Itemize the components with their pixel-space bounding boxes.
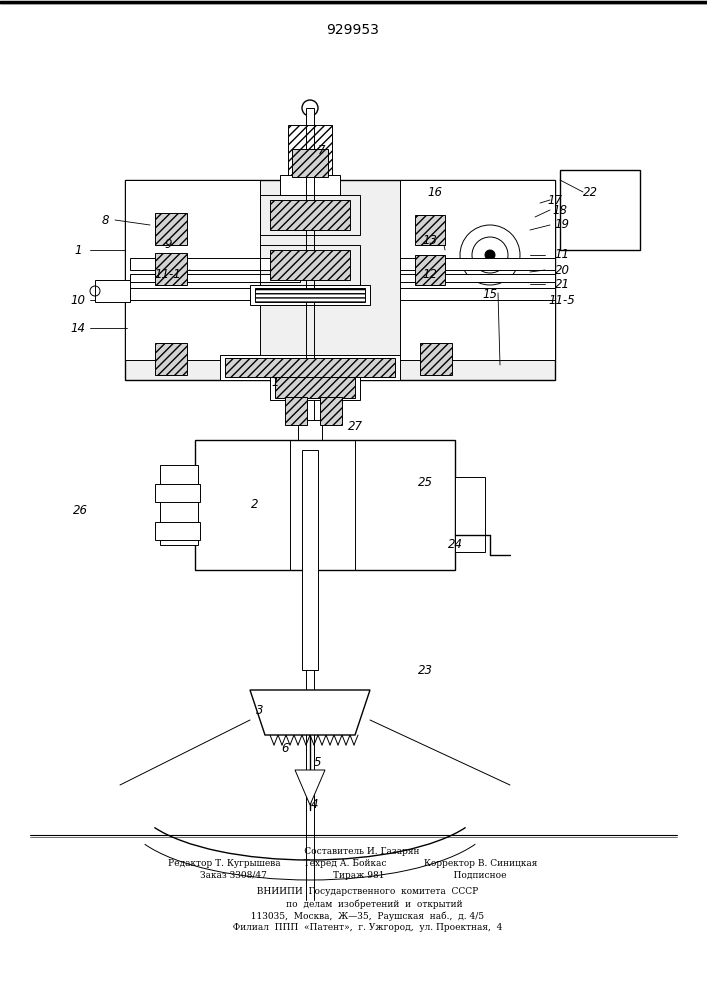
- Text: по  делам  изобретений  и  открытий: по делам изобретений и открытий: [243, 899, 463, 909]
- Text: 8: 8: [101, 214, 109, 227]
- Bar: [155, 213, 187, 245]
- Text: 929953: 929953: [327, 23, 380, 37]
- Circle shape: [485, 250, 495, 260]
- Bar: [560, 170, 640, 250]
- Text: 14: 14: [71, 322, 86, 334]
- Text: 19: 19: [554, 219, 570, 232]
- Bar: [285, 397, 307, 425]
- Bar: [255, 288, 365, 302]
- Bar: [298, 420, 322, 460]
- Text: 2: 2: [251, 498, 259, 512]
- Text: 12: 12: [423, 268, 438, 282]
- Text: 9: 9: [164, 238, 172, 251]
- Text: 16: 16: [428, 186, 443, 198]
- Bar: [400, 274, 555, 282]
- Bar: [155, 343, 187, 375]
- Text: 11: 11: [554, 248, 570, 261]
- Bar: [400, 288, 555, 300]
- Text: 20: 20: [554, 263, 570, 276]
- Bar: [302, 450, 318, 670]
- Text: 5: 5: [314, 756, 322, 770]
- Text: 11-5: 11-5: [549, 294, 575, 306]
- Bar: [125, 180, 260, 360]
- Text: 23: 23: [418, 664, 433, 676]
- Text: Заказ 3308/47                       Тираж 981                        Подписное: Заказ 3308/47 Тираж 981 Подписное: [200, 871, 506, 880]
- Bar: [125, 180, 555, 380]
- Bar: [270, 250, 350, 280]
- Bar: [130, 258, 300, 270]
- Bar: [415, 215, 445, 245]
- Bar: [250, 285, 370, 305]
- Text: 17: 17: [547, 194, 563, 207]
- Bar: [420, 343, 452, 375]
- Circle shape: [302, 100, 318, 116]
- Bar: [225, 358, 395, 377]
- Text: 4: 4: [311, 798, 319, 812]
- Text: 24: 24: [448, 538, 462, 552]
- Text: 15: 15: [482, 288, 498, 302]
- Bar: [400, 180, 555, 360]
- Text: 25: 25: [418, 477, 433, 489]
- Bar: [280, 175, 340, 195]
- Bar: [130, 274, 300, 282]
- Text: 10: 10: [71, 294, 86, 306]
- Text: 7: 7: [318, 143, 326, 156]
- Bar: [160, 465, 198, 545]
- Bar: [130, 288, 300, 300]
- Bar: [288, 125, 332, 180]
- Bar: [320, 397, 342, 425]
- Text: 3: 3: [256, 704, 264, 716]
- Text: 11-1: 11-1: [155, 267, 182, 280]
- Bar: [260, 195, 360, 235]
- Text: ВНИИПИ  Государственного  комитета  СССР: ВНИИПИ Государственного комитета СССР: [228, 888, 478, 896]
- Text: 22: 22: [583, 186, 597, 198]
- Text: 18: 18: [552, 204, 568, 217]
- Bar: [415, 255, 445, 285]
- Polygon shape: [250, 690, 370, 735]
- Text: 113035,  Москва,  Ж—35,  Раушская  наб.,  д. 4/5: 113035, Москва, Ж—35, Раушская наб., д. …: [222, 911, 484, 921]
- Text: 6: 6: [281, 742, 288, 754]
- Bar: [270, 375, 360, 400]
- Text: Филиал  ППП  «Патент»,  г. Ужгород,  ул. Проектная,  4: Филиал ППП «Патент», г. Ужгород, ул. Про…: [204, 924, 502, 932]
- Bar: [275, 377, 355, 398]
- Bar: [260, 245, 360, 285]
- Text: 1: 1: [74, 243, 82, 256]
- Bar: [155, 484, 200, 502]
- Bar: [95, 280, 130, 302]
- Bar: [270, 200, 350, 230]
- Text: 13: 13: [423, 233, 438, 246]
- Bar: [195, 440, 455, 570]
- Bar: [292, 202, 328, 230]
- Text: 21: 21: [554, 278, 570, 292]
- Text: 26: 26: [73, 504, 88, 516]
- Text: 27: 27: [348, 420, 363, 434]
- Bar: [306, 108, 314, 140]
- Bar: [155, 253, 187, 285]
- Bar: [400, 258, 555, 270]
- Bar: [220, 355, 400, 380]
- Bar: [155, 522, 200, 540]
- Text: Составитель И. Газарян: Составитель И. Газарян: [287, 848, 419, 856]
- Bar: [455, 477, 485, 552]
- Polygon shape: [295, 770, 325, 805]
- Bar: [292, 149, 328, 177]
- Text: 1: 1: [271, 375, 279, 388]
- Text: Редактор Т. Кугрышева        Техред А. Бойкас             Корректор В. Синицкая: Редактор Т. Кугрышева Техред А. Бойкас К…: [168, 859, 538, 868]
